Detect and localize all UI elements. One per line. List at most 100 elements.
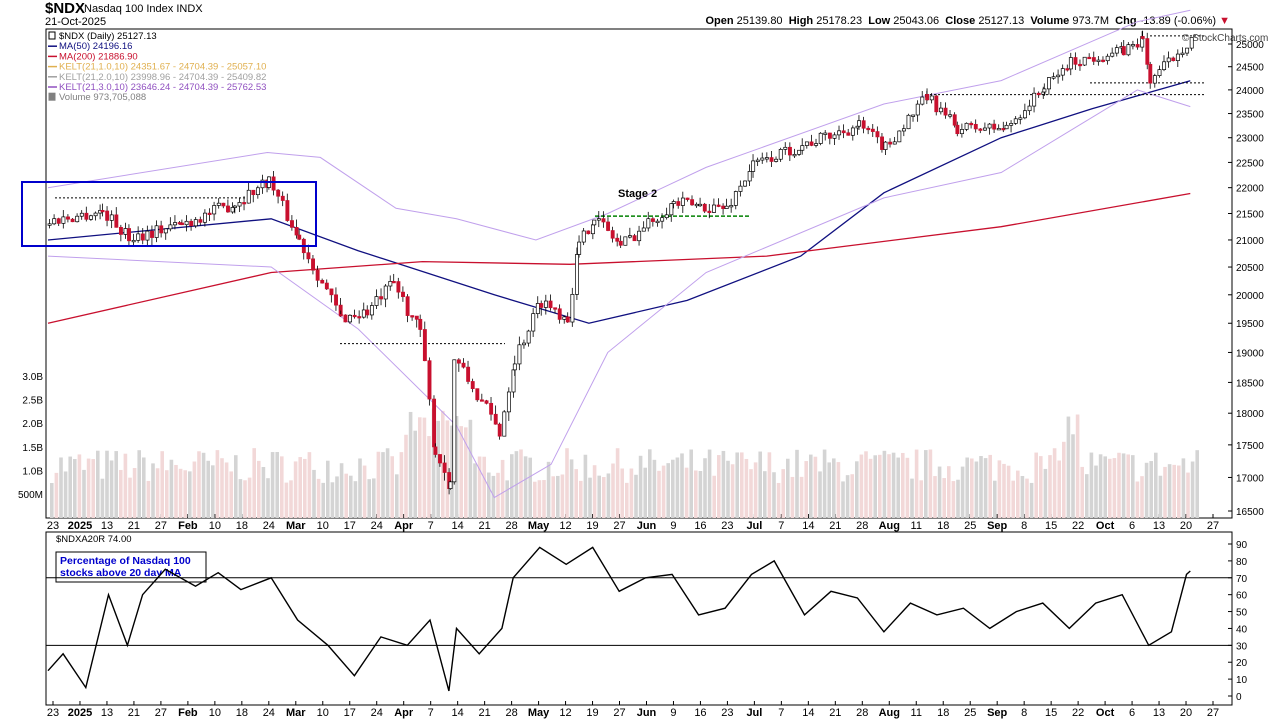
breadth-tick-label: 40 bbox=[1236, 624, 1248, 635]
volume-bar bbox=[1190, 461, 1195, 518]
date-tick-label: 27 bbox=[155, 707, 167, 719]
candle bbox=[348, 314, 353, 323]
volume-bar bbox=[1181, 458, 1186, 518]
volume-bar bbox=[528, 457, 532, 518]
candle bbox=[276, 189, 281, 197]
volume-bar bbox=[1011, 480, 1015, 518]
volume-bar bbox=[790, 476, 795, 518]
volume-bar bbox=[385, 448, 390, 518]
candle bbox=[526, 330, 531, 344]
candle bbox=[1135, 44, 1140, 48]
date-tick-label: 22 bbox=[1072, 520, 1084, 532]
candle bbox=[809, 141, 814, 146]
price-tick-label: 18000 bbox=[1236, 409, 1264, 420]
index-name: Nasdaq 100 Index INDX bbox=[84, 3, 203, 15]
index-full-name: Nasdaq 100 Index bbox=[84, 3, 174, 15]
volume-bar bbox=[234, 455, 238, 518]
date-tick-label: Sep bbox=[987, 520, 1007, 532]
candle bbox=[89, 215, 93, 220]
date-tick-label: 9 bbox=[670, 707, 676, 719]
volume-bar bbox=[91, 459, 95, 518]
candle bbox=[1180, 52, 1185, 55]
candle bbox=[827, 132, 832, 139]
volume-bar bbox=[1057, 460, 1061, 518]
volume-value: 973.7M bbox=[1072, 15, 1110, 27]
volume-bar bbox=[533, 481, 537, 518]
volume-bar bbox=[436, 420, 440, 518]
ma200-line bbox=[47, 192, 1191, 324]
volume-tick-label: 500M bbox=[18, 490, 43, 501]
volume-bar bbox=[487, 472, 491, 518]
candle bbox=[628, 235, 632, 238]
volume-bar bbox=[887, 454, 891, 518]
date-tick-label: 20 bbox=[1180, 520, 1192, 532]
candle bbox=[943, 107, 948, 116]
candle bbox=[774, 158, 779, 162]
candle bbox=[769, 157, 774, 162]
volume-bar bbox=[804, 461, 808, 518]
volume-bar bbox=[993, 480, 997, 518]
volume-bar bbox=[1121, 453, 1126, 518]
volume-bar bbox=[896, 457, 900, 518]
volume-bar bbox=[50, 482, 54, 518]
candle bbox=[324, 282, 329, 290]
candle bbox=[365, 309, 370, 316]
date-tick-label: 21 bbox=[829, 707, 841, 719]
candle bbox=[140, 233, 145, 241]
candle bbox=[837, 130, 842, 136]
candle bbox=[1121, 46, 1126, 56]
candle bbox=[271, 176, 276, 191]
volume-bar bbox=[583, 454, 588, 518]
date-tick-label: 21 bbox=[479, 520, 491, 532]
breadth-tick-label: 30 bbox=[1236, 641, 1248, 652]
date-tick-label: Aug bbox=[879, 707, 900, 719]
date-tick-label: 14 bbox=[452, 707, 464, 719]
keltner-band-line bbox=[47, 89, 1191, 499]
date-tick-label: 7 bbox=[778, 520, 784, 532]
date-tick-label: 6 bbox=[1129, 520, 1135, 532]
candle bbox=[119, 226, 123, 235]
volume-bar bbox=[666, 463, 670, 518]
candle bbox=[173, 222, 177, 226]
volume-bar bbox=[160, 451, 164, 518]
candle bbox=[920, 96, 925, 105]
candle bbox=[329, 288, 334, 296]
candle bbox=[232, 205, 237, 208]
date-tick-label: 21 bbox=[829, 520, 841, 532]
candle bbox=[880, 136, 884, 150]
date-tick-label: Feb bbox=[178, 707, 198, 719]
volume-bar bbox=[1172, 464, 1176, 518]
candle bbox=[221, 202, 226, 207]
volume-bar bbox=[422, 417, 427, 518]
volume-bar bbox=[1006, 465, 1011, 518]
candle bbox=[1047, 77, 1051, 90]
date-tick-label: 27 bbox=[613, 707, 625, 719]
annotation-text: stocks above 20 day MA bbox=[60, 567, 182, 579]
candle bbox=[901, 128, 906, 132]
candle bbox=[680, 197, 685, 206]
volume-bar bbox=[1163, 466, 1167, 518]
price-tick-label: 17500 bbox=[1236, 441, 1264, 452]
candle bbox=[1140, 36, 1145, 39]
volume-bar bbox=[1016, 470, 1020, 518]
candle bbox=[260, 179, 265, 189]
volume-bar bbox=[721, 450, 726, 518]
volume-bar bbox=[620, 468, 624, 518]
volume-bar bbox=[206, 460, 210, 518]
candle bbox=[543, 300, 548, 308]
volume-bar bbox=[643, 467, 647, 518]
date-tick-label: 22 bbox=[1072, 707, 1084, 719]
date-tick-label: 27 bbox=[613, 520, 625, 532]
date-tick-label: 7 bbox=[778, 707, 784, 719]
date-tick-label: 14 bbox=[802, 520, 814, 532]
volume-bar bbox=[192, 461, 197, 518]
date-tick-label: May bbox=[528, 520, 550, 532]
volume-bar bbox=[689, 449, 693, 518]
legend-entry: KELT(21,2.0,10) 23998.96 - 24704.39 - 25… bbox=[59, 72, 266, 83]
candle bbox=[1131, 44, 1135, 47]
candle bbox=[892, 141, 897, 145]
volume-bar bbox=[818, 471, 822, 518]
candle bbox=[484, 400, 489, 404]
volume-bar bbox=[316, 478, 321, 518]
candle bbox=[379, 296, 384, 300]
